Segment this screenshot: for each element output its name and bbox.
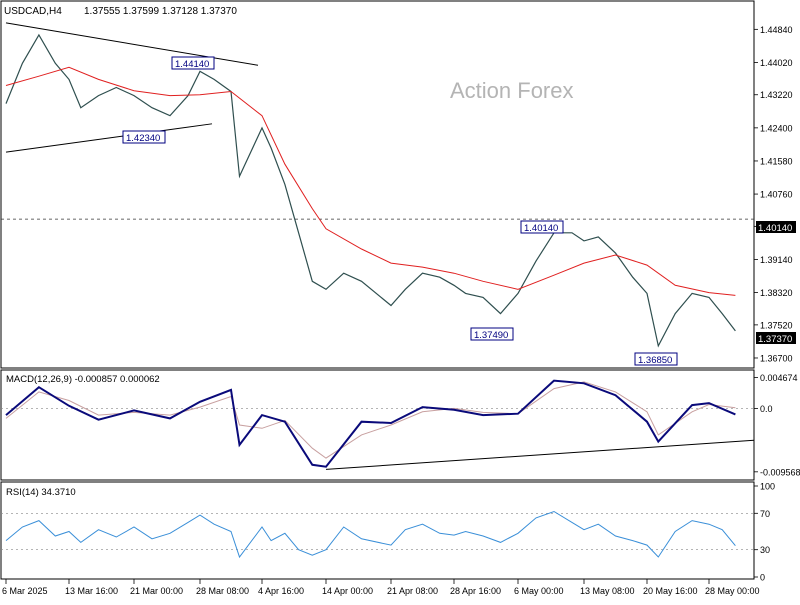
current-price-label: 1.37370 [756, 332, 796, 345]
rsi-panel-border [0, 481, 755, 580]
x-axis-tick-label: 21 Mar 00:00 [130, 586, 183, 596]
price-annotation-box [171, 56, 215, 70]
rsi-y-axis: 100 70 30 0 [754, 482, 775, 583]
macd-line [5, 379, 736, 468]
price-y-axis: 1.44840 1.44020 1.43220 1.42400 1.41580 1.407… [754, 25, 793, 363]
price-y-tick-label: 1.43220 [760, 90, 793, 100]
macd-y-tick-label: 0.0 [760, 404, 773, 414]
price-annotation-label: 1.40140 [524, 223, 558, 234]
price-annotation-box [122, 130, 166, 144]
x-axis-tick-label: 6 May 00:00 [514, 586, 564, 596]
watermark: Action Forex [450, 78, 574, 103]
price-trendlines [5, 22, 259, 153]
price-annotation-box [520, 220, 564, 234]
macd-title: MACD(12,26,9) -0.000857 0.000062 [6, 374, 160, 385]
price-series-line [5, 33, 736, 348]
price-annotation-label: 1.37490 [474, 330, 508, 341]
moving-average-line [5, 66, 736, 296]
price-y-tick-label: 1.37520 [760, 320, 793, 330]
rsi-title: RSI(14) 34.3710 [6, 487, 76, 498]
x-axis-tick-label: 6 Mar 2025 [2, 586, 48, 596]
price-annotation-box [634, 352, 678, 366]
price-trendline [5, 123, 213, 153]
price-y-tick-label: 1.40760 [760, 190, 793, 200]
rsi-y-tick-label: 0 [760, 573, 765, 583]
x-axis-tick-label: 13 May 08:00 [580, 586, 635, 596]
rsi-y-tick-label: 70 [760, 509, 770, 519]
rsi-level-lines [1, 512, 754, 551]
resistance-price-text: 1.40140 [758, 223, 792, 234]
price-y-tick-label: 1.44020 [760, 58, 793, 68]
price-y-tick-label: 1.36700 [760, 353, 793, 363]
macd-panel-border [0, 369, 755, 481]
price-annotation-box [470, 327, 514, 341]
rsi-y-tick-label: 100 [760, 482, 775, 492]
x-axis-tick-label: 14 Apr 00:00 [322, 586, 373, 596]
x-axis-tick-label: 21 Apr 08:00 [387, 586, 438, 596]
macd-y-tick-label: -0.009568 [760, 467, 800, 477]
x-axis-tick-label: 20 May 16:00 [643, 586, 698, 596]
time-x-axis: 6 Mar 2025 13 Mar 16:00 21 Mar 00:00 28 Mar… [2, 579, 760, 596]
rsi-panel: 100 70 30 0 RSI(14) 34.3710 [0, 481, 775, 583]
chart-header-ohlc: 1.37555 1.37599 1.37128 1.37370 [84, 6, 237, 17]
resistance-price-label: 1.40140 [756, 221, 796, 234]
x-axis-tick-label: 28 Apr 16:00 [450, 586, 501, 596]
rsi-y-tick-label: 30 [760, 545, 770, 555]
macd-panel: 0.004674 0.0 -0.009568 MACD(12,26,9) -0.00… [0, 369, 800, 481]
macd-y-tick-label: 0.004674 [760, 373, 798, 383]
x-axis-tick-label: 4 Apr 16:00 [258, 586, 304, 596]
x-axis-tick-label: 28 Mar 08:00 [196, 586, 249, 596]
price-annotation-label: 1.36850 [638, 355, 672, 366]
price-trendline [5, 22, 259, 66]
current-price-text: 1.37370 [758, 334, 792, 345]
macd-y-axis: 0.004674 0.0 -0.009568 [754, 373, 800, 477]
price-y-tick-label: 1.42400 [760, 123, 793, 133]
price-y-tick-label: 1.41580 [760, 156, 793, 166]
price-y-tick-label: 1.39140 [760, 255, 793, 265]
rsi-line [5, 510, 736, 559]
x-axis-tick-label: 13 Mar 16:00 [65, 586, 118, 596]
price-panel-border [0, 0, 755, 369]
x-axis-tick-label: 28 May 00:00 [705, 586, 760, 596]
price-annotation-label: 1.44140 [175, 59, 209, 70]
price-y-tick-label: 1.38320 [760, 288, 793, 298]
chart-header-symbol: USDCAD,H4 [4, 6, 62, 17]
macd-trendline [325, 439, 755, 470]
price-annotation-label: 1.42340 [126, 133, 160, 144]
price-panel: 1.44840 1.44020 1.43220 1.42400 1.41580 1.407… [0, 0, 796, 369]
price-annotations: 1.44140 1.42340 1.40140 1.37490 1.36850 [122, 56, 678, 366]
price-y-tick-label: 1.44840 [760, 25, 793, 35]
